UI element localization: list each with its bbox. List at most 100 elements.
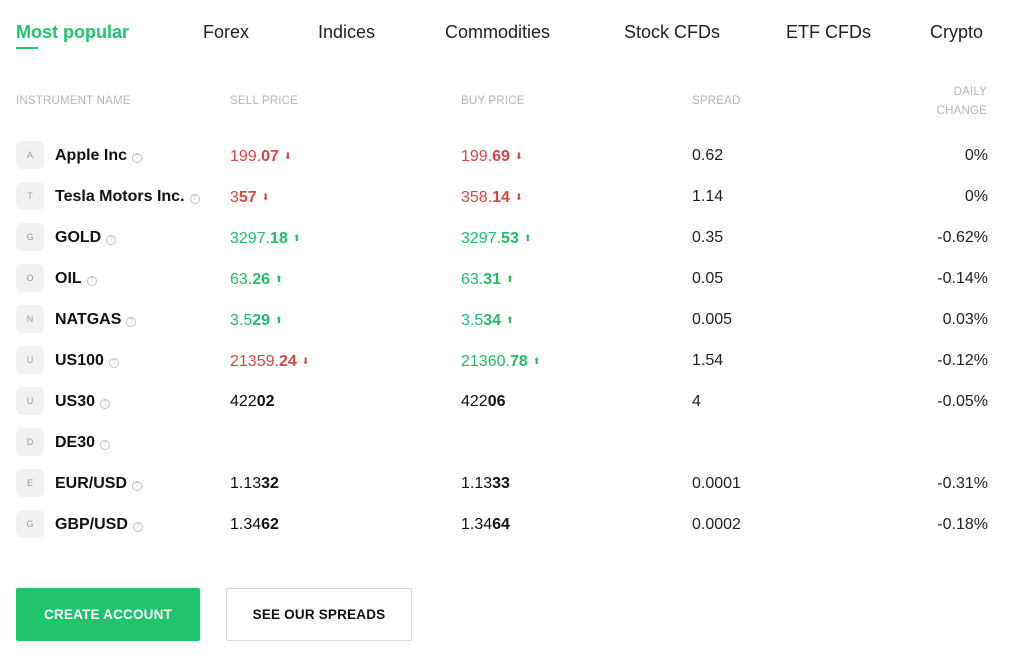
daily-change-value: 0% (964, 188, 988, 205)
info-icon[interactable]: ? (126, 317, 137, 327)
table-row[interactable]: G GBP/USD? 1.3462 1.3464 0.0002 -0.18% (16, 508, 988, 542)
instrument-name-text: GOLD (55, 229, 102, 246)
daily-change-value: -0.14% (937, 270, 988, 287)
buy-price-pips: 53 (501, 230, 519, 247)
sell-price: 3297.18 ⬆ (230, 228, 300, 249)
instrument-name: DE30? (55, 433, 111, 453)
table-row[interactable]: D DE30? (16, 426, 988, 460)
buy-price-prefix: 1.34 (461, 516, 493, 533)
sell-price-pips: 32 (261, 475, 279, 492)
table-row[interactable]: G GOLD? 3297.18 ⬆ 3297.53 ⬆ 0.35 -0.62% (16, 221, 988, 255)
tab-forex[interactable]: Forex (203, 22, 250, 42)
instrument-badge: D (16, 428, 44, 456)
sell-price-pips: 18 (270, 230, 288, 247)
see-spreads-button[interactable]: SEE OUR SPREADS (226, 588, 412, 641)
instrument-name: US30? (55, 392, 111, 412)
table-row[interactable]: E EUR/USD? 1.1332 1.1333 0.0001 -0.31% (16, 467, 988, 501)
instrument-name-text: EUR/USD (55, 475, 128, 492)
info-icon[interactable]: ? (106, 235, 117, 245)
table-row[interactable]: T Tesla Motors Inc.? 357 ⬇ 358.14 ⬇ 1.14 0% (16, 180, 988, 214)
info-icon[interactable]: ? (132, 153, 143, 163)
sell-price-pips: 26 (252, 271, 271, 288)
table-row[interactable]: U US30? 42202 42206 4 -0.05% (16, 385, 988, 419)
tab-indices[interactable]: Indices (318, 22, 376, 42)
spread-value: 0.0002 (692, 516, 741, 533)
info-icon[interactable]: ? (189, 194, 200, 204)
sell-price: 42202 (230, 392, 275, 412)
arrow-up-icon: ⬆ (506, 315, 514, 325)
daily-change-value: -0.12% (937, 352, 988, 369)
instrument-badge: T (16, 182, 44, 210)
tab-stock-cfds[interactable]: Stock CFDs (624, 22, 721, 42)
tab-etf-cfds[interactable]: ETF CFDs (786, 22, 871, 42)
info-icon[interactable]: ? (86, 276, 97, 286)
instrument-name-text: Apple Inc (55, 147, 128, 164)
info-icon[interactable]: ? (100, 440, 111, 450)
instrument-name: GOLD? (55, 228, 117, 248)
instrument-name-text: GBP/USD (55, 516, 128, 533)
daily-change-value: -0.18% (937, 516, 988, 533)
tab-label: Most popular (16, 22, 129, 42)
column-header-daily-change-line1: DAILY (953, 86, 987, 98)
spread-value: 0.0001 (692, 475, 741, 492)
arrow-up-icon: ⬆ (532, 356, 541, 366)
buy-price-pips: 69 (492, 148, 510, 165)
instrument-name-text: DE30 (55, 434, 96, 451)
spread-value: 0.005 (692, 311, 733, 328)
sell-price: 1.1332 (230, 474, 279, 494)
sell-price: 199.07 ⬇ (230, 146, 291, 167)
table-row[interactable]: O OIL? 63.26 ⬆ 63.31 ⬆ 0.05 -0.14% (16, 262, 988, 296)
info-icon[interactable]: ? (132, 522, 143, 532)
sell-price-pips: 29 (252, 312, 271, 329)
create-account-button[interactable]: CREATE ACCOUNT (16, 588, 200, 641)
column-header-sell: SELL PRICE (230, 95, 299, 107)
arrow-down-icon: ⬇ (261, 192, 270, 202)
tab-most-popular[interactable]: Most popular (16, 18, 129, 49)
sell-price: 3.529 ⬆ (230, 310, 283, 331)
info-icon[interactable]: ? (100, 399, 111, 409)
sell-price-pips: 02 (256, 393, 275, 410)
table-row[interactable]: A Apple Inc? 199.07 ⬇ 199.69 ⬇ 0.62 0% (16, 139, 988, 173)
table-row[interactable]: N NATGAS? 3.529 ⬆ 3.534 ⬆ 0.005 0.03% (16, 303, 988, 337)
tab-crypto[interactable]: Crypto (930, 22, 984, 42)
sell-price-prefix: 3297. (230, 230, 271, 247)
info-icon[interactable]: ? (108, 358, 119, 368)
buy-price: 199.69 ⬇ (461, 146, 522, 167)
instrument-name: EUR/USD? (55, 474, 143, 494)
sell-price: 357 ⬇ (230, 187, 269, 208)
column-header-buy: BUY PRICE (461, 95, 525, 107)
daily-change-value: -0.31% (937, 475, 988, 492)
instrument-badge: G (16, 510, 44, 538)
buy-price-prefix: 199. (461, 148, 493, 165)
buy-price: 1.1333 (461, 474, 510, 494)
buy-price-pips: 31 (483, 271, 502, 288)
buy-price: 358.14 ⬇ (461, 187, 522, 208)
daily-change-value: -0.05% (937, 393, 988, 410)
sell-price-prefix: 1.13 (230, 475, 262, 492)
active-tab-indicator (16, 47, 38, 49)
buy-price-prefix: 1.13 (461, 475, 493, 492)
arrow-up-icon: ⬆ (275, 274, 283, 284)
buy-price-pips: 64 (492, 516, 510, 533)
instrument-name: Apple Inc? (55, 146, 143, 166)
column-header-spread: SPREAD (692, 95, 741, 107)
sell-price-pips: 62 (261, 516, 279, 533)
spread-value: 4 (692, 393, 701, 410)
spread-value: 0.05 (692, 270, 724, 287)
sell-price: 1.3462 (230, 515, 279, 535)
sell-price-pips: 24 (278, 353, 297, 370)
daily-change-value: -0.62% (937, 229, 988, 246)
sell-price-prefix: 3 (230, 189, 239, 206)
instrument-badge: N (16, 305, 44, 333)
buy-price: 42206 (461, 392, 506, 412)
buy-price: 21360.78 ⬆ (461, 351, 540, 372)
table-row[interactable]: U US100? 21359.24 ⬇ 21360.78 ⬆ 1.54 -0.12% (16, 344, 988, 378)
buy-price-pips: 06 (487, 393, 506, 410)
instrument-name: Tesla Motors Inc.? (55, 187, 200, 207)
info-icon[interactable]: ? (132, 481, 143, 491)
tab-commodities[interactable]: Commodities (445, 22, 551, 42)
sell-price-prefix: 21359. (230, 353, 279, 370)
buy-price-pips: 34 (483, 312, 502, 329)
buy-price-prefix: 63. (461, 271, 484, 288)
spread-value: 0.35 (692, 229, 724, 246)
